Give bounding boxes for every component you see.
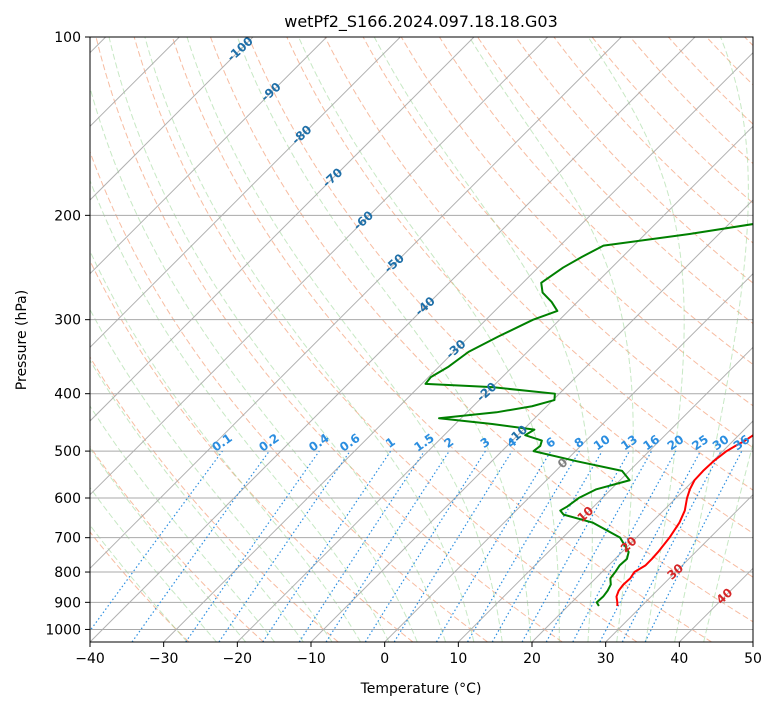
x-tick-label: 50 bbox=[744, 651, 762, 667]
mixing-ratio-line bbox=[131, 450, 270, 642]
isotherm-line bbox=[90, 37, 549, 496]
y-tick-label: 400 bbox=[54, 387, 81, 403]
x-tick-label: 30 bbox=[597, 651, 615, 667]
dry-adiabat bbox=[90, 356, 339, 642]
moist-adiabat bbox=[90, 486, 217, 642]
mixing-ratio-line bbox=[521, 450, 631, 642]
x-tick-label: −40 bbox=[75, 651, 105, 667]
y-tick-label: 200 bbox=[54, 208, 81, 224]
moist-adiabat bbox=[108, 37, 447, 642]
y-tick-label: 700 bbox=[54, 531, 81, 547]
x-tick-label: 10 bbox=[449, 651, 467, 667]
y-tick-label: 800 bbox=[54, 565, 81, 581]
isotherm-line bbox=[90, 37, 254, 201]
isotherm-line bbox=[310, 199, 753, 642]
moist-adiabat bbox=[90, 359, 304, 642]
x-tick-label: −10 bbox=[296, 651, 326, 667]
moist-adiabat bbox=[90, 179, 390, 642]
dry-adiabat bbox=[210, 37, 753, 623]
x-tick-label: −20 bbox=[223, 651, 253, 667]
y-tick-label: 100 bbox=[54, 30, 81, 46]
axis-ticks: −40 −30 −20 −10 0 10 20 30 40 50 100 200 300 400 500 60… bbox=[45, 30, 762, 667]
mixing-ratio-line bbox=[185, 450, 320, 642]
y-tick-label: 600 bbox=[54, 491, 81, 507]
dry-adiabat bbox=[248, 37, 753, 578]
mixing-ratio-line bbox=[218, 450, 351, 642]
y-tick-label: 1000 bbox=[45, 622, 81, 638]
isotherm-line bbox=[236, 125, 753, 642]
mixing-ratio-line bbox=[545, 450, 653, 642]
isotherm-line bbox=[90, 37, 401, 349]
moist-adiabat bbox=[186, 37, 503, 642]
dry-adiabat bbox=[439, 37, 753, 366]
x-tick-label: 20 bbox=[523, 651, 541, 667]
mixing-ratio-line bbox=[90, 450, 223, 632]
plot-frame bbox=[89, 36, 754, 643]
dry-adiabat bbox=[400, 37, 753, 407]
dry-adiabat bbox=[95, 37, 563, 642]
x-tick-label: 0 bbox=[380, 651, 389, 667]
dry-adiabat bbox=[515, 37, 753, 284]
chart-title: wetPf2_S166.2024.097.18.18.G03 bbox=[284, 12, 558, 32]
moist-adiabat bbox=[90, 405, 276, 642]
dewpoint-profile-line bbox=[424, 223, 753, 607]
mixing-ratio-line bbox=[644, 450, 743, 642]
profile-lines bbox=[424, 223, 753, 607]
mixing-ratio-line bbox=[572, 450, 677, 642]
dry-adiabat bbox=[90, 531, 190, 642]
moist-adiabat bbox=[90, 85, 418, 642]
isotherm-line bbox=[90, 37, 475, 422]
y-tick-label: 300 bbox=[54, 313, 81, 329]
dry-adiabat bbox=[90, 150, 488, 642]
isotherm-line bbox=[384, 272, 753, 642]
moist-adiabat bbox=[298, 37, 560, 642]
x-tick-label: 40 bbox=[670, 651, 688, 667]
moist-adiabat bbox=[587, 37, 685, 642]
moist-adiabat bbox=[90, 524, 188, 642]
isotherm-line bbox=[163, 51, 753, 642]
y-axis-label: Pressure (hPa) bbox=[14, 290, 30, 390]
moist-adiabat bbox=[144, 37, 475, 642]
y-tick-label: 900 bbox=[54, 595, 81, 611]
x-tick-label: −30 bbox=[149, 651, 179, 667]
temperature-profile-line bbox=[615, 434, 753, 607]
x-axis-label: Temperature (°C) bbox=[360, 681, 482, 697]
mixing-ratio-line bbox=[325, 450, 450, 642]
mixing-ratio-line bbox=[298, 450, 425, 642]
isotherm-line bbox=[90, 37, 328, 275]
y-tick-label: 500 bbox=[54, 444, 81, 460]
dry-adiabat bbox=[133, 37, 638, 642]
isotherm-line bbox=[90, 37, 622, 570]
moist-adiabat bbox=[674, 37, 749, 642]
moist-adiabat bbox=[90, 447, 247, 642]
mixing-ratio-line bbox=[393, 450, 513, 642]
moist-adiabat bbox=[373, 37, 593, 642]
isotherm-line bbox=[90, 37, 696, 642]
mixing-ratio-line bbox=[262, 450, 392, 642]
dry-adiabat bbox=[90, 445, 264, 642]
isotherm-line bbox=[531, 420, 753, 642]
isotherm-line bbox=[457, 346, 753, 642]
isotherm-line bbox=[605, 493, 753, 642]
background-lines bbox=[90, 37, 753, 642]
